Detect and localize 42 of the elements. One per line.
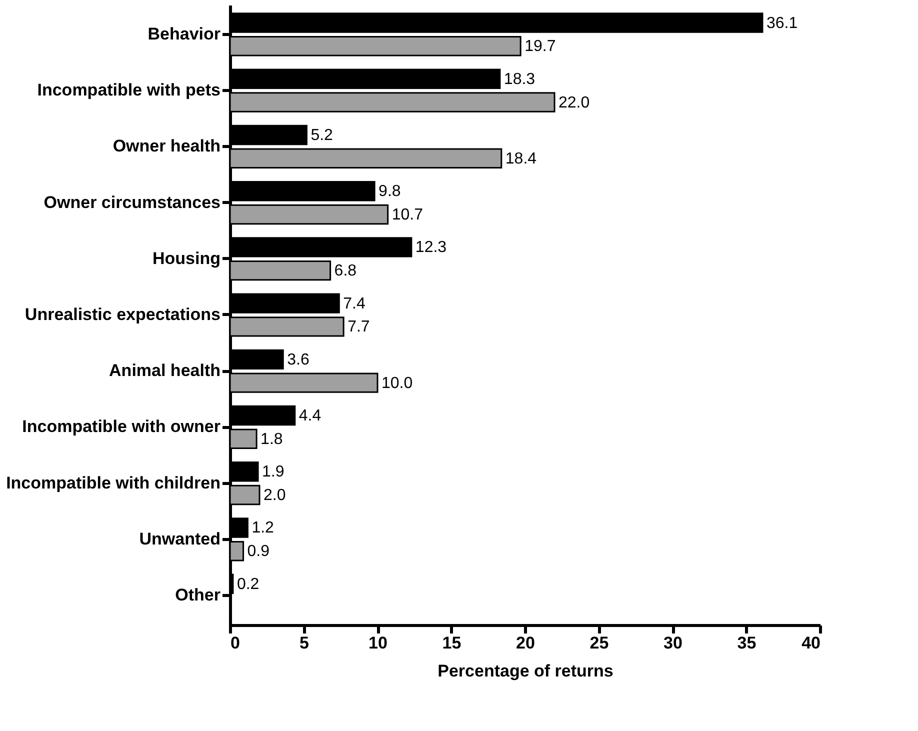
data-label: 36.1 <box>766 14 798 32</box>
y-tick-label: Behavior <box>148 24 221 44</box>
data-label: 19.7 <box>524 38 556 56</box>
y-tick-label: Owner circumstances <box>44 192 220 212</box>
data-label: 9.8 <box>378 183 401 200</box>
y-tick-label: Incompatible with children <box>6 473 220 492</box>
y-tick-label: Animal health <box>109 361 220 380</box>
data-label: 0.2 <box>236 576 260 593</box>
data-label: 7.7 <box>348 318 370 336</box>
x-tick-label: 20 <box>516 634 535 652</box>
data-label: 12.3 <box>415 239 447 256</box>
x-tick-label: 0 <box>230 634 240 652</box>
x-tick-label: 40 <box>802 634 820 652</box>
data-label: 10.7 <box>392 206 424 224</box>
data-label: 1.2 <box>252 520 274 537</box>
x-axis-title: Percentage of returns <box>438 662 614 680</box>
data-label: 6.8 <box>334 262 357 280</box>
data-label: 22.0 <box>558 94 590 112</box>
y-tick-label: Unwanted <box>139 529 220 548</box>
y-tick-label: Housing <box>152 248 220 268</box>
data-label: 4.4 <box>298 408 322 425</box>
x-tick-label: 15 <box>442 634 462 652</box>
data-label: 1.9 <box>262 464 284 481</box>
y-tick-label: Incompatible with owner <box>22 417 221 436</box>
y-tick-label: Incompatible with pets <box>37 80 220 100</box>
data-label: 7.4 <box>343 295 366 312</box>
y-tick-label: Unrealistic expectations <box>24 305 220 324</box>
data-label: 10.0 <box>382 374 413 392</box>
y-tick-label: Other <box>175 586 221 605</box>
data-label: 18.3 <box>504 70 536 88</box>
data-label: 5.2 <box>310 126 334 144</box>
data-label: 0.9 <box>247 543 270 560</box>
data-label: 18.4 <box>505 150 537 168</box>
data-label: 1.8 <box>260 430 283 448</box>
x-tick-label: 30 <box>664 634 682 652</box>
x-tick-label: 5 <box>300 634 309 652</box>
y-tick-label: Owner health <box>112 136 220 156</box>
x-tick-label: 10 <box>368 634 388 652</box>
x-tick-label: 25 <box>590 634 609 652</box>
x-tick-label: 35 <box>737 634 756 652</box>
data-label: 3.6 <box>287 351 310 368</box>
data-label: 2.0 <box>264 487 286 504</box>
